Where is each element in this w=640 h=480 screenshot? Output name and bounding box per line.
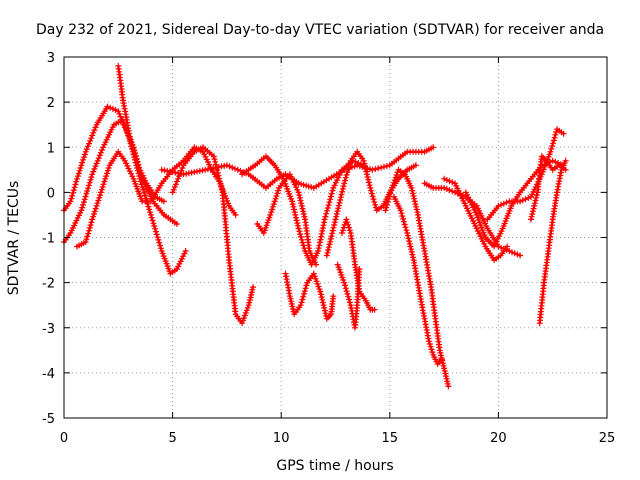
series-arc-4 bbox=[115, 63, 167, 205]
series-arc-9 bbox=[282, 270, 337, 322]
x-axis-label: GPS time / hours bbox=[276, 458, 393, 474]
y-tick-label: -5 bbox=[42, 412, 55, 427]
series-arc-6 bbox=[158, 144, 437, 191]
x-tick-label: 0 bbox=[60, 431, 68, 446]
series-arc-12 bbox=[334, 261, 363, 331]
plot-frame bbox=[63, 56, 608, 419]
grid bbox=[64, 57, 607, 418]
y-axis-label: SDTVAR / TECUs bbox=[6, 181, 22, 296]
y-tick-label: 2 bbox=[47, 96, 55, 111]
series-arc-8 bbox=[254, 171, 319, 268]
series-arc-10 bbox=[323, 148, 419, 259]
series-arc-20 bbox=[536, 157, 569, 327]
x-tick-label: 15 bbox=[382, 431, 399, 446]
series-arc-14 bbox=[391, 193, 445, 367]
y-tick-label: 1 bbox=[47, 141, 55, 156]
x-tick-label: 20 bbox=[490, 431, 507, 446]
y-tick-label: -2 bbox=[42, 277, 55, 292]
series-arc-18 bbox=[484, 126, 567, 223]
y-tick-label: -4 bbox=[42, 367, 55, 382]
x-tick-label: 10 bbox=[273, 431, 290, 446]
chart-title: Day 232 of 2021, Sidereal Day-to-day VTE… bbox=[36, 22, 604, 38]
y-tick-label: -3 bbox=[42, 322, 55, 337]
y-tick-label: 3 bbox=[47, 51, 55, 66]
series-arc-2 bbox=[61, 117, 180, 245]
x-tick-label: 25 bbox=[599, 431, 616, 446]
y-tick-label: -1 bbox=[42, 232, 55, 247]
data-series bbox=[61, 63, 569, 390]
y-tick-label: 0 bbox=[47, 186, 55, 201]
x-tick-label: 5 bbox=[168, 431, 176, 446]
series-arc-1 bbox=[61, 103, 189, 277]
